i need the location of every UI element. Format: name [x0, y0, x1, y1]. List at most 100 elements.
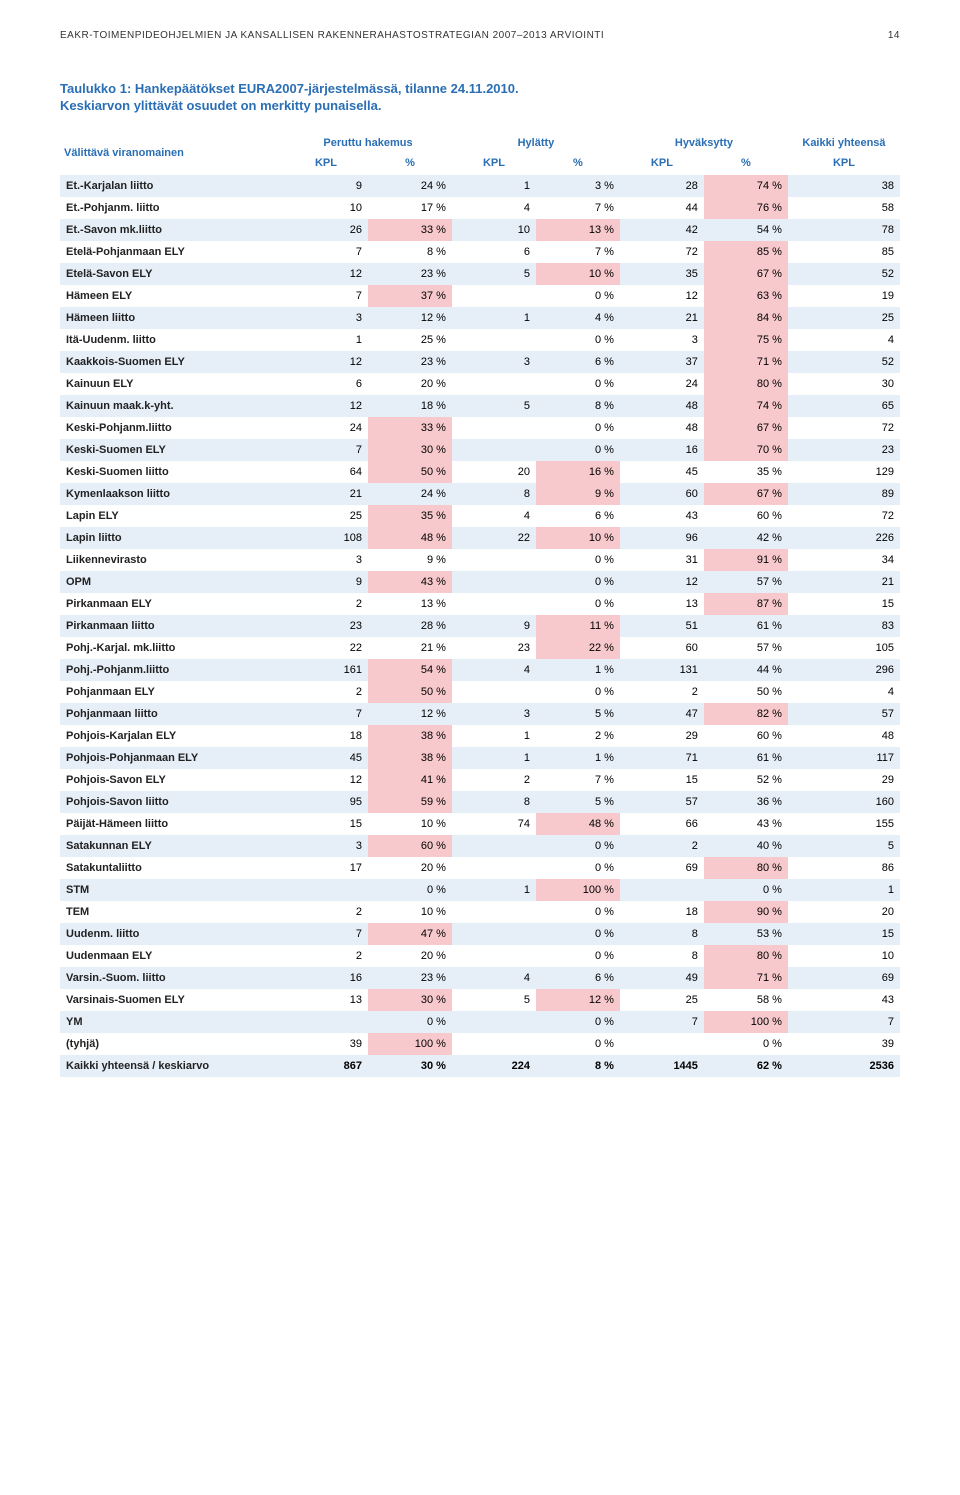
- cell: 0 %: [536, 681, 620, 703]
- cell: 13 %: [368, 593, 452, 615]
- cell: 9: [452, 615, 536, 637]
- cell: 1: [452, 307, 536, 329]
- table-row: Varsin.-Suom. liitto1623 %46 %4971 %69: [60, 967, 900, 989]
- cell: 2: [284, 593, 368, 615]
- cell: 7: [284, 703, 368, 725]
- cell: 53 %: [704, 923, 788, 945]
- cell: 17 %: [368, 197, 452, 219]
- cell: 296: [788, 659, 900, 681]
- cell: 11 %: [536, 615, 620, 637]
- cell: 1 %: [536, 747, 620, 769]
- cell: 72: [620, 241, 704, 263]
- total-cell: 224: [452, 1055, 536, 1077]
- row-label: Hämeen ELY: [60, 285, 284, 307]
- cell: 22: [284, 637, 368, 659]
- cell: 23 %: [368, 967, 452, 989]
- row-label: Pohj.-Pohjanm.liitto: [60, 659, 284, 681]
- cell: 0 %: [536, 329, 620, 351]
- row-label: Varsinais-Suomen ELY: [60, 989, 284, 1011]
- row-label: Keski-Suomen ELY: [60, 439, 284, 461]
- total-cell: 1445: [620, 1055, 704, 1077]
- row-label: Pohjois-Savon ELY: [60, 769, 284, 791]
- table-title: Taulukko 1: Hankepäätökset EURA2007-järj…: [60, 81, 900, 96]
- cell: 7: [284, 241, 368, 263]
- cell: 24: [620, 373, 704, 395]
- sub-kpl: KPL: [620, 155, 704, 175]
- cell: 78: [788, 219, 900, 241]
- cell: 4 %: [536, 307, 620, 329]
- cell: 71 %: [704, 351, 788, 373]
- cell: 25: [620, 989, 704, 1011]
- header-page-number: 14: [888, 30, 900, 41]
- cell: 47 %: [368, 923, 452, 945]
- table-row: Pohj.-Karjal. mk.liitto2221 %2322 %6057 …: [60, 637, 900, 659]
- cell: 18: [284, 725, 368, 747]
- cell: 35: [620, 263, 704, 285]
- row-label: Etelä-Savon ELY: [60, 263, 284, 285]
- cell: 0 %: [368, 1011, 452, 1033]
- cell: 2: [620, 681, 704, 703]
- cell: 10: [284, 197, 368, 219]
- cell: 48: [620, 417, 704, 439]
- cell: 52: [788, 263, 900, 285]
- table-row: Keski-Suomen liitto6450 %2016 %4535 %129: [60, 461, 900, 483]
- row-label: Kaakkois-Suomen ELY: [60, 351, 284, 373]
- cell: 85: [788, 241, 900, 263]
- table-row: Hämeen liitto312 %14 %2184 %25: [60, 307, 900, 329]
- total-cell: 30 %: [368, 1055, 452, 1077]
- cell: 4: [452, 197, 536, 219]
- header-row-groups: Välittävä viranomainen Peruttu hakemus H…: [60, 131, 900, 155]
- cell: 12 %: [536, 989, 620, 1011]
- cell: 9: [284, 571, 368, 593]
- row-label: Päijät-Hämeen liitto: [60, 813, 284, 835]
- row-label: Et.-Savon mk.liitto: [60, 219, 284, 241]
- row-label: Uudenmaan ELY: [60, 945, 284, 967]
- cell: 0 %: [536, 549, 620, 571]
- cell: 3: [284, 835, 368, 857]
- cell: 3: [452, 351, 536, 373]
- cell: 6 %: [536, 967, 620, 989]
- cell: 7 %: [536, 769, 620, 791]
- cell: 16: [620, 439, 704, 461]
- table-row: Hämeen ELY737 %0 %1263 %19: [60, 285, 900, 307]
- cell: 95: [284, 791, 368, 813]
- sub-kpl: KPL: [788, 155, 900, 175]
- cell: 33 %: [368, 417, 452, 439]
- cell: 10: [452, 219, 536, 241]
- cell: 31: [620, 549, 704, 571]
- cell: 160: [788, 791, 900, 813]
- cell: 10 %: [536, 263, 620, 285]
- cell: 0 %: [536, 593, 620, 615]
- cell: 7: [788, 1011, 900, 1033]
- cell: [452, 373, 536, 395]
- cell: 43 %: [704, 813, 788, 835]
- cell: 4: [452, 505, 536, 527]
- cell: 12 %: [368, 307, 452, 329]
- cell: 54 %: [704, 219, 788, 241]
- cell: 1: [452, 747, 536, 769]
- table-row: Kaakkois-Suomen ELY1223 %36 %3771 %52: [60, 351, 900, 373]
- cell: 69: [788, 967, 900, 989]
- cell: 0 %: [536, 417, 620, 439]
- total-cell: 62 %: [704, 1055, 788, 1077]
- cell: 67 %: [704, 263, 788, 285]
- cell: 12: [284, 395, 368, 417]
- header-left: EAKR-TOIMENPIDEOHJELMIEN JA KANSALLISEN …: [60, 30, 604, 41]
- sub-kpl: KPL: [284, 155, 368, 175]
- cell: 85 %: [704, 241, 788, 263]
- cell: 80 %: [704, 857, 788, 879]
- cell: 23: [452, 637, 536, 659]
- cell: 0 %: [704, 1033, 788, 1055]
- cell: 71: [620, 747, 704, 769]
- cell: 30: [788, 373, 900, 395]
- cell: 7 %: [536, 197, 620, 219]
- cell: 57: [620, 791, 704, 813]
- cell: 161: [284, 659, 368, 681]
- cell: 41 %: [368, 769, 452, 791]
- cell: 20 %: [368, 857, 452, 879]
- cell: 12: [620, 571, 704, 593]
- table-row: Et.-Savon mk.liitto2633 %1013 %4254 %78: [60, 219, 900, 241]
- cell: 2: [452, 769, 536, 791]
- cell: 91 %: [704, 549, 788, 571]
- cell: 4: [452, 659, 536, 681]
